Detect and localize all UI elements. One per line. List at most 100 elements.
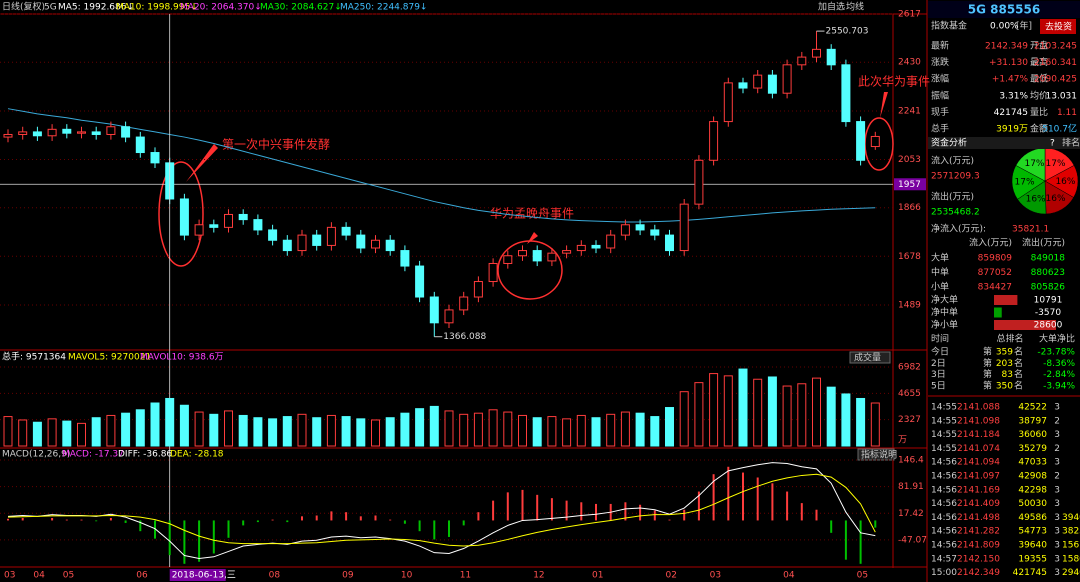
volume-bar xyxy=(562,418,572,447)
x-tick-label: 03 xyxy=(4,571,15,581)
tick-volume: 42522 xyxy=(1018,403,1047,413)
volume-bar xyxy=(826,386,836,447)
candle-body xyxy=(415,265,425,298)
tick-time: 14:56 xyxy=(931,458,957,468)
tick-time: 14:56 xyxy=(931,499,957,509)
volume-bar xyxy=(488,409,498,447)
candle-body xyxy=(135,136,145,154)
y-tick-label: 2327 xyxy=(898,415,921,425)
candle-body xyxy=(797,56,807,66)
volume-bar xyxy=(679,391,689,447)
tab-bar xyxy=(928,137,1080,149)
pie-label: 16% xyxy=(1046,194,1066,204)
annotation: 第一次中兴事件发酵 xyxy=(222,137,330,152)
candle-body xyxy=(694,159,704,205)
tick-price: 2141.074 xyxy=(957,444,1000,454)
quote-value: 421745 xyxy=(994,108,1028,118)
tab[interactable]: ? xyxy=(1050,139,1055,149)
candle-body xyxy=(179,198,189,236)
volume-bar xyxy=(32,421,42,447)
macd-legend: MACD: -17.37 xyxy=(62,450,124,460)
volume-bar xyxy=(253,417,263,447)
flow-label: 小单 xyxy=(931,281,949,293)
volume-bar xyxy=(841,393,851,447)
volume-bar xyxy=(606,413,616,447)
volume-bar xyxy=(224,410,233,447)
tick-volume: 36060 xyxy=(1018,430,1047,440)
rank-suffix: 名 xyxy=(1014,357,1023,369)
tick-price: 2141.098 xyxy=(957,416,1000,426)
volume-bar xyxy=(268,418,278,447)
tick-time: 14:55 xyxy=(931,444,957,454)
tick-count: 3 xyxy=(1054,527,1060,537)
toolbar-button[interactable]: 均线 xyxy=(846,1,864,13)
candle-body xyxy=(473,281,483,298)
macd-line xyxy=(7,473,876,547)
candle-body xyxy=(738,82,748,89)
tick-count: 3 xyxy=(1054,499,1060,509)
inflow-label: 流入(万元) xyxy=(931,155,974,167)
volume-bar xyxy=(77,422,86,447)
candle-body xyxy=(224,213,233,228)
volume-bar xyxy=(709,373,719,447)
volume-bar xyxy=(694,382,704,447)
tick-count: 3 xyxy=(1054,513,1060,523)
volume-bar xyxy=(47,418,57,447)
quote-label: 量比 xyxy=(1030,106,1048,118)
ma-legend: MA5: 1992.686↓ xyxy=(58,3,134,13)
volume-bar xyxy=(282,416,292,447)
candle-body xyxy=(709,121,719,161)
toolbar-button[interactable]: 加自选 xyxy=(818,1,845,13)
low-label: 1366.088 xyxy=(443,332,486,342)
rank-period: 3日 xyxy=(931,369,946,380)
x-tick-label: 01 xyxy=(592,571,603,581)
fund-unit: [年] xyxy=(1016,20,1032,32)
volume-bar xyxy=(371,419,380,447)
x-tick-label: 03 xyxy=(710,571,721,581)
tick-extra: 3940 xyxy=(1062,513,1080,523)
candle-body xyxy=(650,229,660,236)
tick-count: 2 xyxy=(1054,472,1060,482)
candle-body xyxy=(503,255,513,264)
candle-body xyxy=(32,131,42,137)
volume-bar xyxy=(459,413,469,447)
flow-header: 流出(万元) xyxy=(1022,237,1065,249)
volume-bar xyxy=(297,413,307,447)
tick-volume: 42298 xyxy=(1018,485,1047,495)
tick-volume: 47033 xyxy=(1018,458,1047,468)
quote-value: 510.7亿 xyxy=(1042,123,1077,135)
volume-legend: 总手: 9571364 xyxy=(2,351,66,363)
y-tick-label: 146.4 xyxy=(898,456,924,466)
candle-body xyxy=(62,128,72,134)
tick-price: 2141.184 xyxy=(957,430,1000,440)
candle-body xyxy=(326,226,336,246)
quote-label: 开盘 xyxy=(1030,40,1048,52)
y-tick-label: 1489 xyxy=(898,301,921,311)
volume-bar xyxy=(518,414,527,447)
annotation: 华为孟晚舟事件 xyxy=(490,207,574,221)
tick-price: 2141.169 xyxy=(957,485,1000,495)
volume-bar xyxy=(620,411,630,447)
volume-bar xyxy=(18,419,28,447)
flow-label: 大单 xyxy=(931,252,949,264)
rank-prefix: 第 xyxy=(983,379,992,391)
tab[interactable]: 排名 xyxy=(1062,137,1080,149)
tick-count: 3 xyxy=(1054,485,1060,495)
tick-price: 2141.498 xyxy=(957,513,1000,523)
candle-body xyxy=(297,234,307,252)
candle-body xyxy=(312,234,322,246)
x-tick-label: 11 xyxy=(460,571,471,581)
tab[interactable]: 资金分析 xyxy=(931,137,967,149)
rank-period: 5日 xyxy=(931,380,946,391)
panel-button-bg[interactable] xyxy=(849,351,891,364)
candle-body xyxy=(356,234,366,249)
invest-button[interactable] xyxy=(1040,19,1076,34)
rank-prefix: 第 xyxy=(983,368,992,380)
tick-volume: 49586 xyxy=(1018,513,1047,523)
candle-body xyxy=(253,219,263,231)
volume-bar xyxy=(312,417,322,447)
volume-legend: MAVOL10: 938.6万 xyxy=(140,353,224,363)
tick-price: 2141.097 xyxy=(957,472,1000,482)
candle-body xyxy=(635,224,645,231)
